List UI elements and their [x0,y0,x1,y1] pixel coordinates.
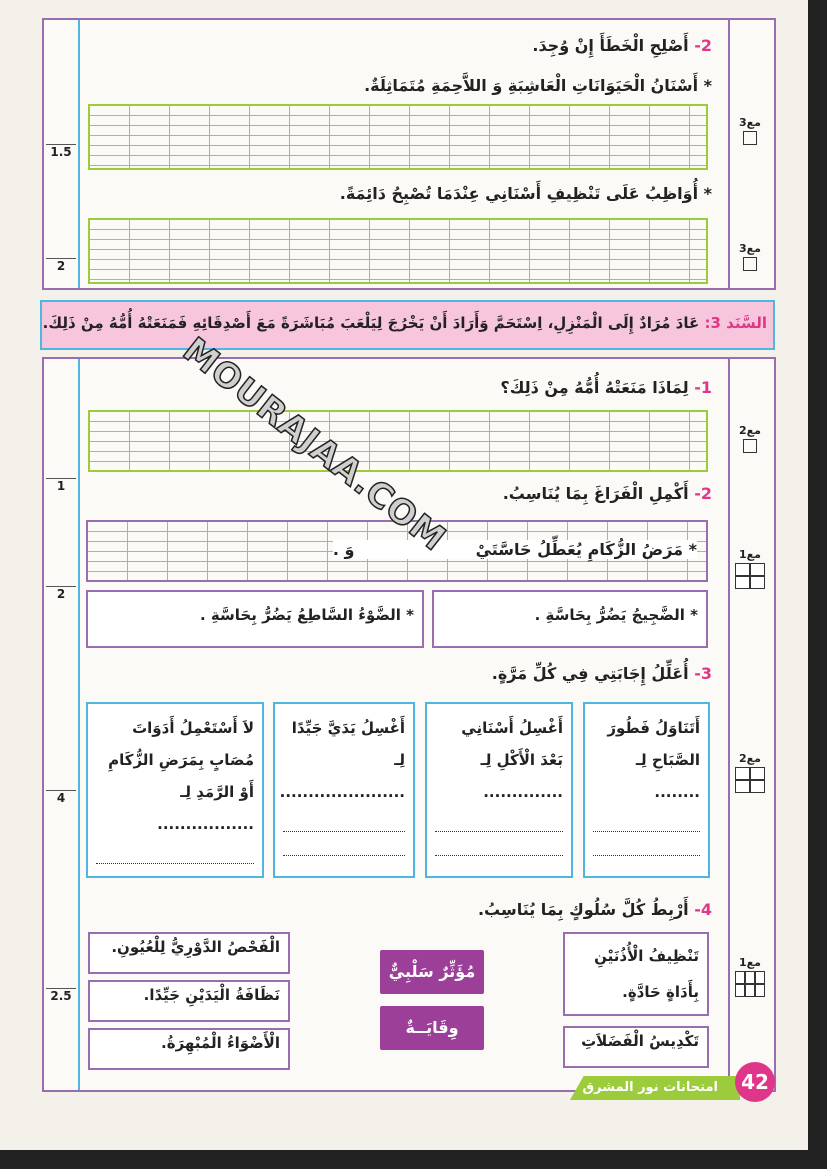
answer-grid[interactable] [88,410,708,472]
criterion: مع3 [730,116,770,145]
score-box: 2 [46,586,76,601]
q1-title: 1- لِمَاذَا مَنَعَتْهُ أُمُّهُ مِنْ ذَلِ… [500,378,712,397]
score-box: 2.5 [46,988,76,1003]
page-number: 42 [735,1062,775,1102]
scan-edge [808,0,827,1169]
category-tag[interactable]: مُؤَثِّرٌ سَلْبِيٌّ [380,950,484,994]
answer-grid[interactable] [88,104,708,170]
behavior-item[interactable]: تَكْدِيسُ الْفَضَلاَتِ [563,1026,709,1068]
scan-edge [0,1150,827,1169]
criterion: مع2 [730,424,770,453]
footer-brand: امتحانات نور المشرق [570,1076,740,1100]
checkbox-grid[interactable] [735,971,765,997]
q2-item-2: * أُوَاظِبُ عَلَى تَنْظِيفِ أَسْنَانِي ع… [339,184,712,203]
checkbox-grid[interactable] [735,767,765,793]
behavior-item[interactable]: الْفَحْصُ الدَّوْرِيُّ لِلْعُيُونِ. [88,932,290,974]
behavior-item[interactable]: تَنْظِيفُ الْأُذُنَيْنِ بِأَدَاةٍ حَادَّ… [563,932,709,1016]
score-box: 4 [46,790,76,805]
behavior-item[interactable]: الْأَضْوَاءُ الْمُبْهِرَةُ. [88,1028,290,1070]
checkbox[interactable] [743,257,757,271]
reason-box[interactable]: أَغْسِلُ يَدَيَّ جَيِّدًا لِـ ..........… [273,702,415,878]
checkbox-grid[interactable] [735,563,765,589]
criterion: مع3 [730,242,770,271]
criterion: مع1 [730,956,770,997]
q2-title: 2- أَصْلِحِ الْخَطَأَ إِنْ وُجِدَ. [532,36,712,55]
criterion: مع2 [730,752,770,793]
score-box: 1 [46,478,76,493]
checkbox[interactable] [743,439,757,453]
behavior-item[interactable]: نَظَافَةُ الْيَدَيْنِ جَيِّدًا. [88,980,290,1022]
sanad-label: السَّنَد 3: [704,314,768,332]
fill-box[interactable]: * الضَّجِيجُ يَضُرُّ بِحَاسَّةِ . [432,590,708,648]
score-box: 1.5 [46,144,76,159]
q4-title: 4- أَرْبِطُ كُلَّ سُلُوكٍ بِمَا يُنَاسِب… [477,900,712,919]
q2-title: 2- أَكْمِلِ الْفَرَاغَ بِمَا يُنَاسِبُ. [502,484,712,503]
reason-box[interactable]: أَتَنَاوَلُ فَطُورَ الصَّبَاحِ لِـ .....… [583,702,710,878]
criterion: مع1 [730,548,770,589]
q2-item-1: * أَسْنَانُ الْحَيَوَانَاتِ الْعَاشِبَةِ… [364,76,712,95]
checkbox[interactable] [743,131,757,145]
sanad-text: عَادَ مُرَادٌ إِلَى الْمَنْزِلِ، اِسْتَح… [42,314,700,332]
fill-box[interactable]: * الضَّوْءُ السَّاطِعُ يَضُرُّ بِحَاسَّة… [86,590,424,648]
score-box: 2 [46,258,76,273]
reason-box[interactable]: لاَ أَسْتَعْمِلُ أَدَوَاتَ مُصَابٍ بِمَر… [86,702,264,878]
category-tag[interactable]: وِقَايَــةٌ [380,1006,484,1050]
reason-box[interactable]: أَغْسِلُ أَسْنَانِي بَعْدَ الْأَكْلِ لِـ… [425,702,573,878]
q2-item-1: * مَرَضُ الزُّكَامِ يُعَطِّلُ حَاسَّتَيْ… [332,540,697,559]
sanad-box: السَّنَد 3: عَادَ مُرَادٌ إِلَى الْمَنْز… [40,300,775,350]
q3-title: 3- أُعَلِّلُ إِجَابَتِي فِي كُلِّ مَرَّة… [491,664,712,683]
answer-grid[interactable] [88,218,708,284]
